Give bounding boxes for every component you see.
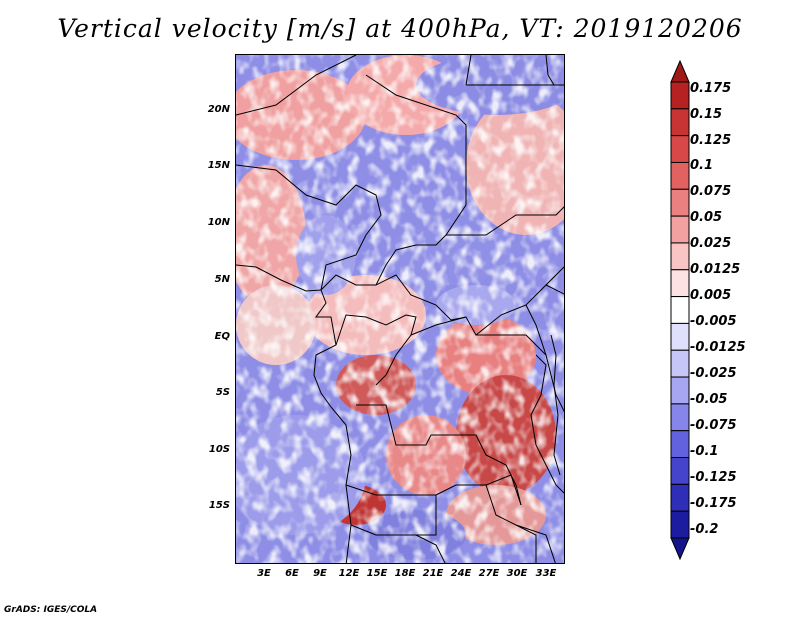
colorbar-swatch: [670, 215, 690, 244]
colorbar-swatch: [670, 269, 690, 298]
lon-tick-label: 12E: [338, 568, 360, 579]
colorbar-swatch: [670, 430, 690, 459]
lon-tick-label: 15E: [366, 568, 388, 579]
lat-tick-label: 10S: [208, 444, 230, 455]
colorbar-swatch: [670, 161, 690, 190]
colorbar-label: -0.0125: [690, 340, 746, 355]
colorbar-label: -0.125: [690, 470, 737, 485]
colorbar-label: 0.0125: [690, 262, 741, 277]
colorbar-label: -0.05: [690, 392, 728, 407]
lat-tick-label: 10N: [207, 217, 230, 228]
lon-tick-label: 18E: [394, 568, 416, 579]
colorbar-swatch: [670, 81, 690, 110]
colorbar-swatch: [670, 483, 690, 512]
lon-tick-label: 6E: [285, 568, 299, 579]
lon-tick-label: 30E: [506, 568, 528, 579]
lon-tick-label: 33E: [535, 568, 557, 579]
colorbar-top-arrow: [670, 60, 690, 83]
lat-tick-label: 15S: [208, 500, 230, 511]
colorbar-label: 0.15: [690, 107, 723, 122]
colorbar-swatch: [670, 242, 690, 271]
colorbar-label: 0.125: [690, 133, 732, 148]
colorbar-swatch: [670, 322, 690, 351]
colorbar-label: -0.075: [690, 418, 737, 433]
colorbar-label: 0.075: [690, 184, 732, 199]
colorbar-swatch: [670, 403, 690, 432]
colorbar-label: -0.175: [690, 496, 737, 511]
lat-tick-label: 15N: [207, 160, 230, 171]
lon-tick-label: 9E: [313, 568, 327, 579]
colorbar-label: 0.025: [690, 236, 732, 251]
chart-title: Vertical velocity [m/s] at 400hPa, VT: 2…: [57, 14, 743, 43]
colorbar-swatch: [670, 296, 690, 324]
colorbar-label: -0.2: [690, 522, 719, 537]
velocity-field: [236, 55, 564, 563]
velocity-map: [235, 54, 565, 564]
colorbar-swatch: [670, 135, 690, 163]
lon-tick-label: 27E: [478, 568, 500, 579]
colorbar-label: -0.025: [690, 366, 737, 381]
lat-tick-label: 20N: [207, 104, 230, 115]
lat-tick-label: 5S: [215, 387, 230, 398]
colorbar-swatch: [670, 376, 690, 405]
lon-tick-label: 21E: [422, 568, 444, 579]
colorbar-label: 0.175: [690, 81, 732, 96]
country-borders: [236, 55, 564, 563]
colorbar-swatch: [670, 188, 690, 217]
lat-tick-label: 5N: [214, 274, 230, 285]
colorbar-label: 0.005: [690, 288, 732, 303]
colorbar: [670, 60, 690, 560]
colorbar-swatch: [670, 108, 690, 137]
colorbar-swatch: [670, 457, 690, 485]
footer-credit: GrADS: IGES/COLA: [4, 605, 98, 615]
speckle-texture: [236, 55, 564, 563]
colorbar-label: -0.1: [690, 444, 719, 459]
colorbar-swatch: [670, 349, 690, 378]
colorbar-label: 0.1: [690, 158, 714, 173]
lon-tick-label: 3E: [257, 568, 271, 579]
colorbar-swatch: [670, 510, 690, 539]
lat-tick-label: EQ: [214, 331, 230, 342]
lon-tick-label: 24E: [450, 568, 472, 579]
colorbar-label: -0.005: [690, 314, 737, 329]
colorbar-label: 0.05: [690, 210, 723, 225]
colorbar-bottom-arrow: [670, 537, 690, 560]
